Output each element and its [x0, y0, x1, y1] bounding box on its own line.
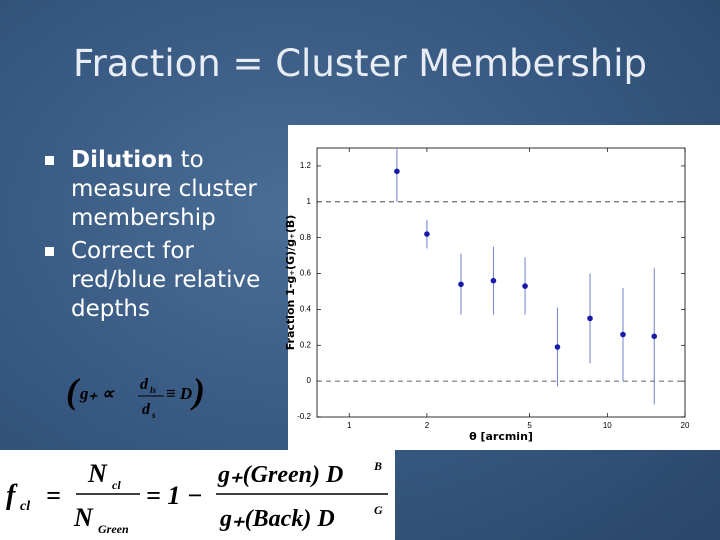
bullet-list: Dilution to measure cluster membership C… — [45, 146, 275, 328]
bullet-bold: Dilution — [71, 147, 174, 173]
eq-text: = 1 − — [146, 481, 203, 510]
bullet-text: Correct for red/blue relative depths — [71, 238, 261, 322]
y-tick-label: 1 — [307, 197, 312, 206]
eq-text: Green — [98, 522, 129, 536]
y-tick-label: -0.2 — [297, 412, 311, 421]
chart: -0.2 0 0.2 0.4 0.6 0.8 1 1.2 1 2 5 10 20 θ [arcmin] Fr… — [284, 148, 690, 443]
x-tick-label: 20 — [681, 421, 690, 430]
equation-panel — [0, 450, 395, 540]
paren: ) — [190, 371, 205, 411]
plot-area — [394, 148, 658, 405]
bullet: Correct for red/blue relative depths — [45, 237, 275, 324]
plot-frame — [316, 147, 686, 418]
eq-text: f — [6, 480, 18, 511]
y-tick-label: 0.2 — [300, 340, 312, 349]
eq-text: cl — [112, 478, 121, 492]
paren: ( — [66, 371, 81, 411]
slide-title: Fraction = Cluster Membership — [73, 42, 647, 85]
bullet-marker — [45, 247, 54, 256]
eq-text: = — [46, 481, 61, 510]
eq-text: s — [151, 410, 156, 420]
data-point — [554, 344, 561, 350]
data-point — [424, 231, 430, 237]
eq-text: ≡ D — [166, 384, 192, 403]
bullet-marker — [45, 156, 54, 165]
data-point — [587, 315, 593, 322]
eq-text: d — [140, 376, 149, 393]
bullet: Dilution to measure cluster membership — [45, 146, 275, 233]
y-tick-label: 1.2 — [300, 161, 312, 170]
data-point — [490, 277, 497, 284]
eq-text: B — [373, 459, 382, 473]
y-tick-label: 0.4 — [300, 305, 312, 314]
x-tick-label: 2 — [425, 421, 430, 430]
y-tick-label: 0.8 — [300, 233, 312, 242]
bullet-text: to measure cluster membership — [71, 147, 257, 231]
data-point — [458, 281, 464, 288]
chart-panel — [288, 125, 720, 450]
equation-1: ( ) g₊ ∝ d ls d s ≡ D — [66, 371, 205, 420]
eq-text: G — [374, 503, 383, 517]
eq-text: g₊(Back) D — [219, 506, 335, 532]
x-tick-label: 1 — [347, 421, 352, 430]
x-tick-label: 5 — [527, 421, 532, 430]
eq-text: g₊ ∝ — [79, 384, 115, 403]
eq-text: N — [73, 503, 94, 532]
x-axis-label: θ [arcmin] — [469, 430, 533, 443]
y-tick-label: 0 — [307, 376, 312, 385]
data-point — [651, 333, 658, 340]
eq-text: cl — [20, 499, 30, 514]
x-tick-label: 10 — [603, 421, 612, 430]
y-tick-label: 0.6 — [300, 269, 312, 278]
equation-2: f cl = N cl N Green = 1 − g₊(Green) D B … — [6, 459, 388, 536]
data-point — [394, 168, 400, 175]
eq-text: d — [142, 401, 151, 418]
data-point — [620, 331, 626, 338]
eq-text: N — [87, 459, 108, 488]
y-axis-label: Fraction 1-g₊(G)/g₊(B) — [284, 215, 297, 351]
data-point — [522, 283, 528, 289]
eq-text: g₊(Green) D — [217, 462, 343, 488]
eq-text: ls — [150, 385, 157, 395]
